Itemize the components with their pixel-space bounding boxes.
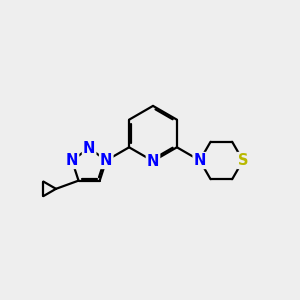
Text: N: N: [194, 153, 206, 168]
Text: N: N: [66, 153, 78, 168]
Text: N: N: [100, 153, 112, 168]
Text: N: N: [147, 154, 159, 169]
Text: N: N: [83, 141, 95, 156]
Text: S: S: [238, 153, 248, 168]
